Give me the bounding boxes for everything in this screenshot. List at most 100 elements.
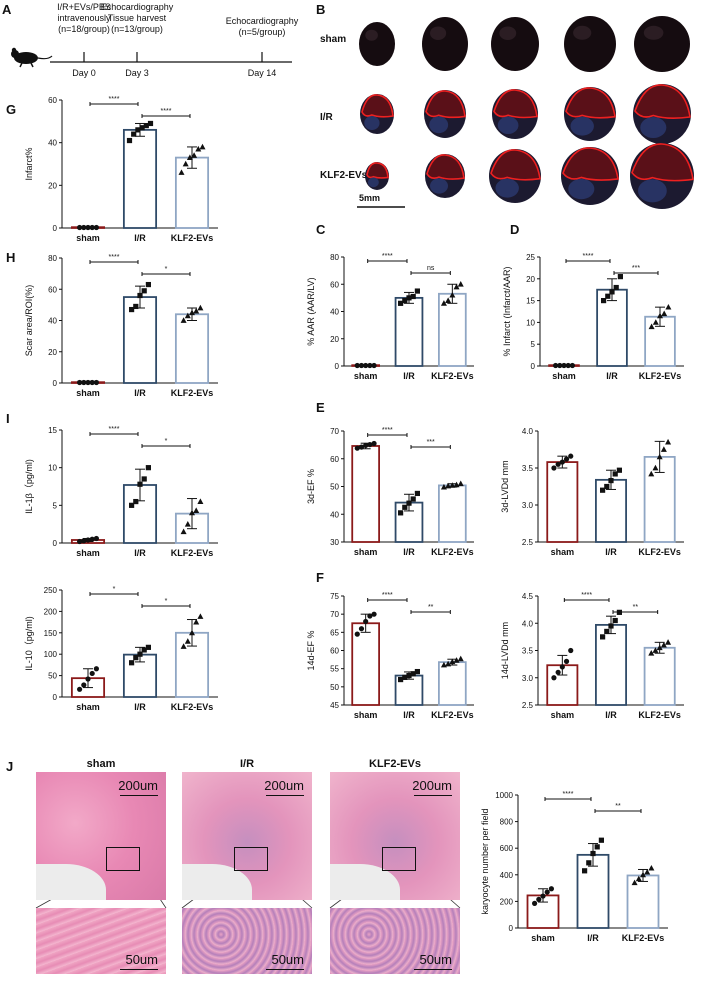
chart-E2: 2.5 3.0 3.5 4.0 3d-LVDd mm sham I/R KLF2-EVs xyxy=(500,427,684,557)
bar xyxy=(394,501,424,543)
data-point xyxy=(608,623,614,629)
significance-bracket xyxy=(141,604,191,608)
y-tick-label: 50 xyxy=(330,683,339,692)
data-point xyxy=(652,319,659,325)
data-point xyxy=(197,304,204,311)
y-tick-label: 30 xyxy=(330,538,339,547)
data-point xyxy=(367,441,373,448)
x-tick-label: I/R xyxy=(134,388,146,398)
data-point xyxy=(648,650,655,656)
y-tick-label: 60 xyxy=(330,647,339,656)
data-point xyxy=(143,123,149,129)
bar xyxy=(643,646,676,706)
data-point xyxy=(640,871,646,878)
data-point xyxy=(186,154,193,160)
x-tick-label: sham xyxy=(354,371,378,381)
overview-scale-bar: 200um xyxy=(264,778,304,796)
y-axis-label: karyocyte number per field xyxy=(480,808,490,914)
data-point xyxy=(93,666,99,672)
data-point xyxy=(557,362,563,369)
bar xyxy=(437,661,467,706)
data-point xyxy=(656,453,663,460)
data-point xyxy=(197,613,204,619)
x-tick-label: I/R xyxy=(403,710,415,720)
panel-letter-G: G xyxy=(6,102,16,117)
data-point xyxy=(609,289,615,295)
data-point xyxy=(586,860,592,866)
heart-slice xyxy=(491,17,539,71)
y-axis-label: IL-1β（pg/ml) xyxy=(24,459,34,514)
y-tick-label: 400 xyxy=(500,871,514,880)
significance-label: ** xyxy=(428,604,434,611)
data-point xyxy=(559,459,565,465)
data-point xyxy=(93,379,99,386)
data-point xyxy=(197,498,204,504)
data-point xyxy=(189,509,195,516)
y-tick-label: 4.5 xyxy=(522,592,534,601)
data-point xyxy=(180,528,187,535)
panel-letter-A: A xyxy=(2,2,12,17)
data-point xyxy=(129,660,135,666)
x-tick-label: KLF2-EVs xyxy=(431,710,474,720)
significance-bracket xyxy=(612,610,659,614)
y-tick-label: 4.0 xyxy=(522,619,534,628)
data-point xyxy=(371,362,377,369)
data-point xyxy=(449,482,456,488)
data-point xyxy=(141,476,147,482)
x-tick-label: sham xyxy=(531,933,555,943)
data-point xyxy=(598,837,604,843)
y-tick-label: 0 xyxy=(509,924,514,933)
data-point xyxy=(354,445,360,451)
data-point xyxy=(410,671,416,677)
significance-bracket xyxy=(89,260,139,264)
histology-overview-image: 200um xyxy=(36,772,166,900)
significance-label: * xyxy=(165,598,168,605)
y-tick-label: 100 xyxy=(44,650,58,659)
y-tick-label: 40 xyxy=(330,308,339,317)
data-point xyxy=(648,323,655,330)
data-point xyxy=(590,850,596,857)
data-point xyxy=(129,306,135,313)
data-point xyxy=(445,660,452,667)
data-point xyxy=(569,362,576,369)
data-point xyxy=(604,483,610,490)
panel-letter-J: J xyxy=(6,759,13,774)
data-point xyxy=(93,535,99,542)
data-point xyxy=(453,481,460,488)
data-point xyxy=(191,152,198,158)
significance-label: * xyxy=(165,438,168,445)
significance-bracket xyxy=(89,102,139,106)
overview-scale-bar: 200um xyxy=(412,778,452,796)
data-point xyxy=(536,896,542,903)
data-point xyxy=(657,312,663,319)
data-point xyxy=(402,674,408,680)
timeline: I/R+EVs/PBS intravenously (n=18/group) Day … xyxy=(11,2,299,78)
data-point xyxy=(81,538,87,544)
data-point xyxy=(644,868,651,875)
data-point xyxy=(93,224,99,231)
data-point xyxy=(133,655,139,661)
bar xyxy=(174,313,210,384)
data-point xyxy=(131,131,137,137)
data-point xyxy=(601,298,607,304)
x-tick-label: I/R xyxy=(134,548,146,558)
data-point xyxy=(85,676,91,682)
data-point xyxy=(616,467,622,473)
data-point xyxy=(548,886,555,892)
data-point xyxy=(563,658,570,665)
data-point xyxy=(367,362,373,369)
data-point xyxy=(660,446,667,452)
heart-slice xyxy=(422,17,468,71)
data-point xyxy=(89,670,95,677)
data-point xyxy=(551,465,557,471)
data-point xyxy=(137,481,143,487)
data-point xyxy=(77,379,83,386)
data-point xyxy=(449,658,456,665)
mouse-icon xyxy=(11,47,53,68)
heart-slice xyxy=(634,16,690,72)
y-tick-label: 50 xyxy=(330,483,339,492)
y-tick-label: 0 xyxy=(53,224,58,233)
